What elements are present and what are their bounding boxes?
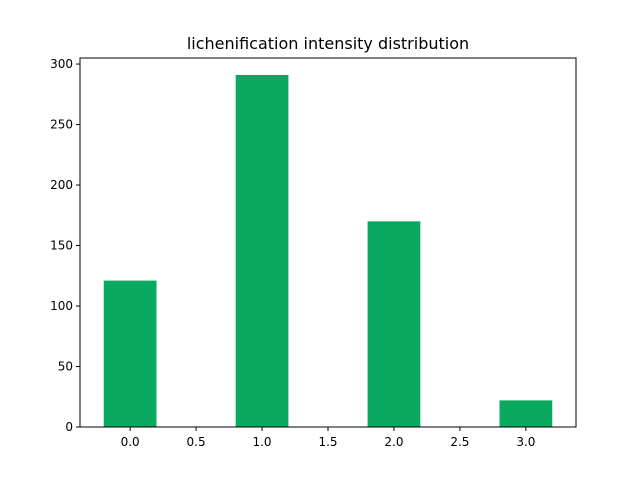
y-tick-label: 50: [58, 360, 73, 374]
y-tick-label: 200: [50, 178, 73, 192]
bars-group: [103, 74, 553, 427]
y-tick-label: 250: [50, 118, 73, 132]
chart-title: lichenification intensity distribution: [187, 34, 469, 53]
x-tick-label: 1.5: [318, 435, 337, 449]
y-axis: 0 50 100 150 200 250 300: [50, 57, 80, 434]
x-tick-label: 2.0: [384, 435, 403, 449]
y-tick-label: 100: [50, 299, 73, 313]
bar-3.0: [499, 400, 553, 427]
plot-frame: [79, 57, 577, 428]
x-tick-label: 3.0: [516, 435, 535, 449]
y-tick-label: 0: [65, 420, 73, 434]
x-tick-label: 0.5: [187, 435, 206, 449]
x-tick-label: 2.5: [450, 435, 469, 449]
bar-0.0: [103, 280, 157, 427]
bar-1.0: [235, 74, 289, 427]
x-tick-label: 1.0: [252, 435, 271, 449]
y-tick-label: 150: [50, 239, 73, 253]
y-tick-label: 300: [50, 57, 73, 71]
x-tick-label: 0.0: [121, 435, 140, 449]
bar-2.0: [367, 221, 421, 427]
x-axis: 0.0 0.5 1.0 1.5 2.0 2.5 3.0: [121, 427, 535, 449]
